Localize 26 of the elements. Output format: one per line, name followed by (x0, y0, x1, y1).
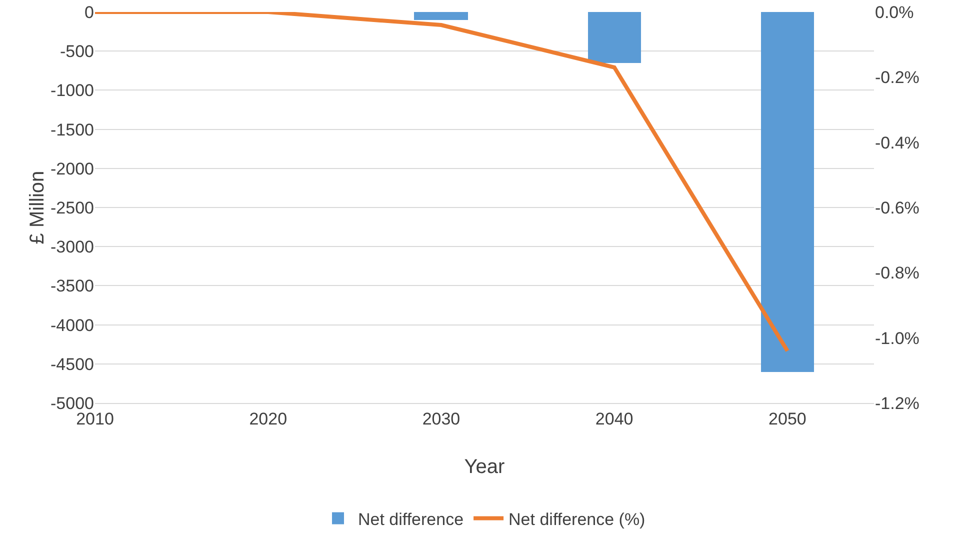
x-tick-label: 2050 (768, 409, 806, 428)
y-tick-label: 0 (84, 2, 94, 22)
y2-tick-label: 0.0% (875, 2, 914, 22)
y2-tick-label: -1.2% (875, 394, 920, 413)
y-tick-label: -1000 (50, 81, 94, 100)
y-tick-label: -2000 (50, 159, 94, 178)
y2-tick-label: -0.8% (875, 264, 920, 283)
y-axis-title: £ Million (26, 170, 49, 244)
y2-tick-label: -0.4% (875, 133, 920, 152)
legend-label: Net difference (358, 510, 464, 529)
y-tick-label: -3000 (50, 238, 94, 257)
y-tick-label: -4500 (50, 354, 94, 374)
x-tick-label: 2020 (249, 409, 288, 428)
y-tick-label: -3500 (50, 276, 94, 296)
legend-label: Net difference (%) (508, 510, 646, 529)
x-tick-label: 2040 (595, 409, 634, 428)
x-tick-label: 2030 (422, 409, 460, 428)
y-tick-label: -2500 (50, 198, 94, 218)
y-tick-label: -500 (60, 42, 94, 62)
x-axis-title: Year (464, 456, 506, 478)
line-series (95, 12, 790, 353)
y-tick-label: -1500 (50, 120, 94, 140)
y-tick-label: -4000 (50, 316, 94, 335)
y2-tick-label: -0.2% (875, 68, 920, 88)
y2-tick-label: -0.6% (875, 198, 920, 218)
y2-tick-label: -1.0% (875, 328, 920, 348)
